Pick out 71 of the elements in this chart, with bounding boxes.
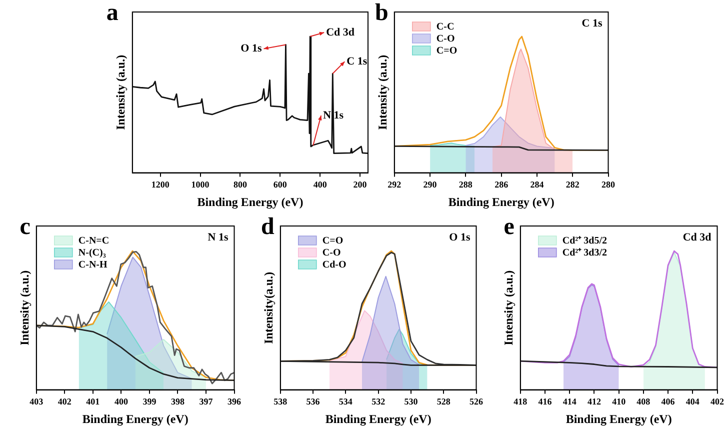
legend-label: C-C bbox=[436, 22, 454, 33]
x-tick-label: 532 bbox=[372, 396, 386, 407]
x-tick-label: 412 bbox=[587, 396, 602, 407]
text: N 1s bbox=[208, 231, 229, 244]
legend-label: Cd²⁺ 3d5/2 bbox=[562, 236, 608, 247]
legend-label: C=O bbox=[436, 46, 458, 57]
text: C 1s bbox=[582, 17, 603, 30]
legend-label: C-N=C bbox=[78, 236, 110, 247]
x-tick-label: 528 bbox=[436, 396, 451, 407]
x-tick-label: 534 bbox=[338, 396, 353, 407]
legend-label: N-(C)₃ bbox=[78, 248, 106, 259]
x-tick-label: 600 bbox=[273, 180, 288, 190]
x-axis-title: Binding Energy (eV) bbox=[325, 412, 432, 426]
x-tick-label: 290 bbox=[423, 180, 438, 190]
x-tick-label: 400 bbox=[313, 180, 328, 190]
x-tick-label: 414 bbox=[562, 396, 577, 407]
y-axis-title: Intensity (a.u.) bbox=[113, 54, 128, 130]
legend-label: C-N-H bbox=[78, 260, 108, 271]
x-tick-label: 396 bbox=[228, 396, 242, 407]
x-axis-title: Binding Energy (eV) bbox=[448, 194, 554, 209]
x-tick-label: 200 bbox=[353, 180, 368, 190]
text: Cd 3d bbox=[682, 231, 712, 244]
y-axis-title: Intensity (a.u.) bbox=[17, 270, 32, 346]
x-tick-label: 400 bbox=[114, 396, 128, 407]
x-tick-label: 286 bbox=[494, 180, 509, 190]
x-tick-label: 1000 bbox=[191, 180, 210, 190]
chart-title: e bbox=[504, 214, 515, 240]
x-tick-label: 280 bbox=[602, 180, 616, 190]
x-tick-label: 406 bbox=[661, 396, 676, 407]
legend-label: Cd-O bbox=[322, 260, 347, 271]
annotation: C 1s bbox=[346, 55, 368, 68]
x-tick-label: 288 bbox=[458, 180, 473, 190]
x-tick-label: 416 bbox=[538, 396, 552, 407]
x-tick-label: 292 bbox=[388, 180, 402, 190]
x-tick-label: 536 bbox=[306, 396, 320, 407]
x-axis-title: Binding Energy (eV) bbox=[197, 194, 304, 209]
x-tick-label: 284 bbox=[530, 180, 544, 190]
x-tick-label: 408 bbox=[636, 396, 651, 407]
x-tick-label: 401 bbox=[86, 396, 100, 407]
x-tick-label: 800 bbox=[233, 180, 248, 190]
y-axis-title: Intensity (a.u.) bbox=[501, 270, 516, 346]
legend-label: Cd²⁺ 3d3/2 bbox=[562, 248, 608, 259]
x-tick-label: 282 bbox=[566, 180, 580, 190]
x-tick-label: 398 bbox=[170, 396, 185, 407]
chart-title: c bbox=[20, 214, 31, 240]
x-tick-label: 402 bbox=[58, 396, 72, 407]
annotation: Cd 3d bbox=[326, 26, 355, 38]
x-tick-label: 410 bbox=[612, 396, 626, 407]
legend-label: C-O bbox=[322, 248, 341, 259]
legend-label: C-O bbox=[436, 34, 455, 45]
y-axis-title: Intensity(a.u.) bbox=[261, 272, 276, 344]
legend-label: C=O bbox=[322, 236, 344, 247]
x-tick-label: 403 bbox=[30, 396, 44, 407]
x-tick-label: 1200 bbox=[151, 180, 170, 190]
text: O 1s bbox=[449, 231, 471, 244]
x-axis-title: Binding Energy (eV) bbox=[566, 412, 672, 426]
y-axis-title: Intensity (a.u.) bbox=[375, 54, 390, 130]
annotation: N 1s bbox=[323, 109, 344, 122]
x-tick-label: 402 bbox=[710, 396, 724, 407]
x-tick-label: 418 bbox=[514, 396, 528, 407]
annotation: O 1s bbox=[240, 42, 262, 55]
chart-title: d bbox=[261, 214, 276, 240]
chart-title: a bbox=[106, 0, 118, 26]
x-tick-label: 538 bbox=[274, 396, 288, 407]
x-tick-label: 399 bbox=[142, 396, 157, 407]
x-tick-label: 404 bbox=[686, 396, 700, 407]
x-tick-label: 526 bbox=[470, 396, 484, 407]
x-tick-label: 397 bbox=[199, 396, 214, 407]
x-axis-title: Binding Energy (eV) bbox=[82, 412, 188, 426]
chart-title: b bbox=[375, 0, 388, 26]
x-tick-label: 530 bbox=[404, 396, 418, 407]
